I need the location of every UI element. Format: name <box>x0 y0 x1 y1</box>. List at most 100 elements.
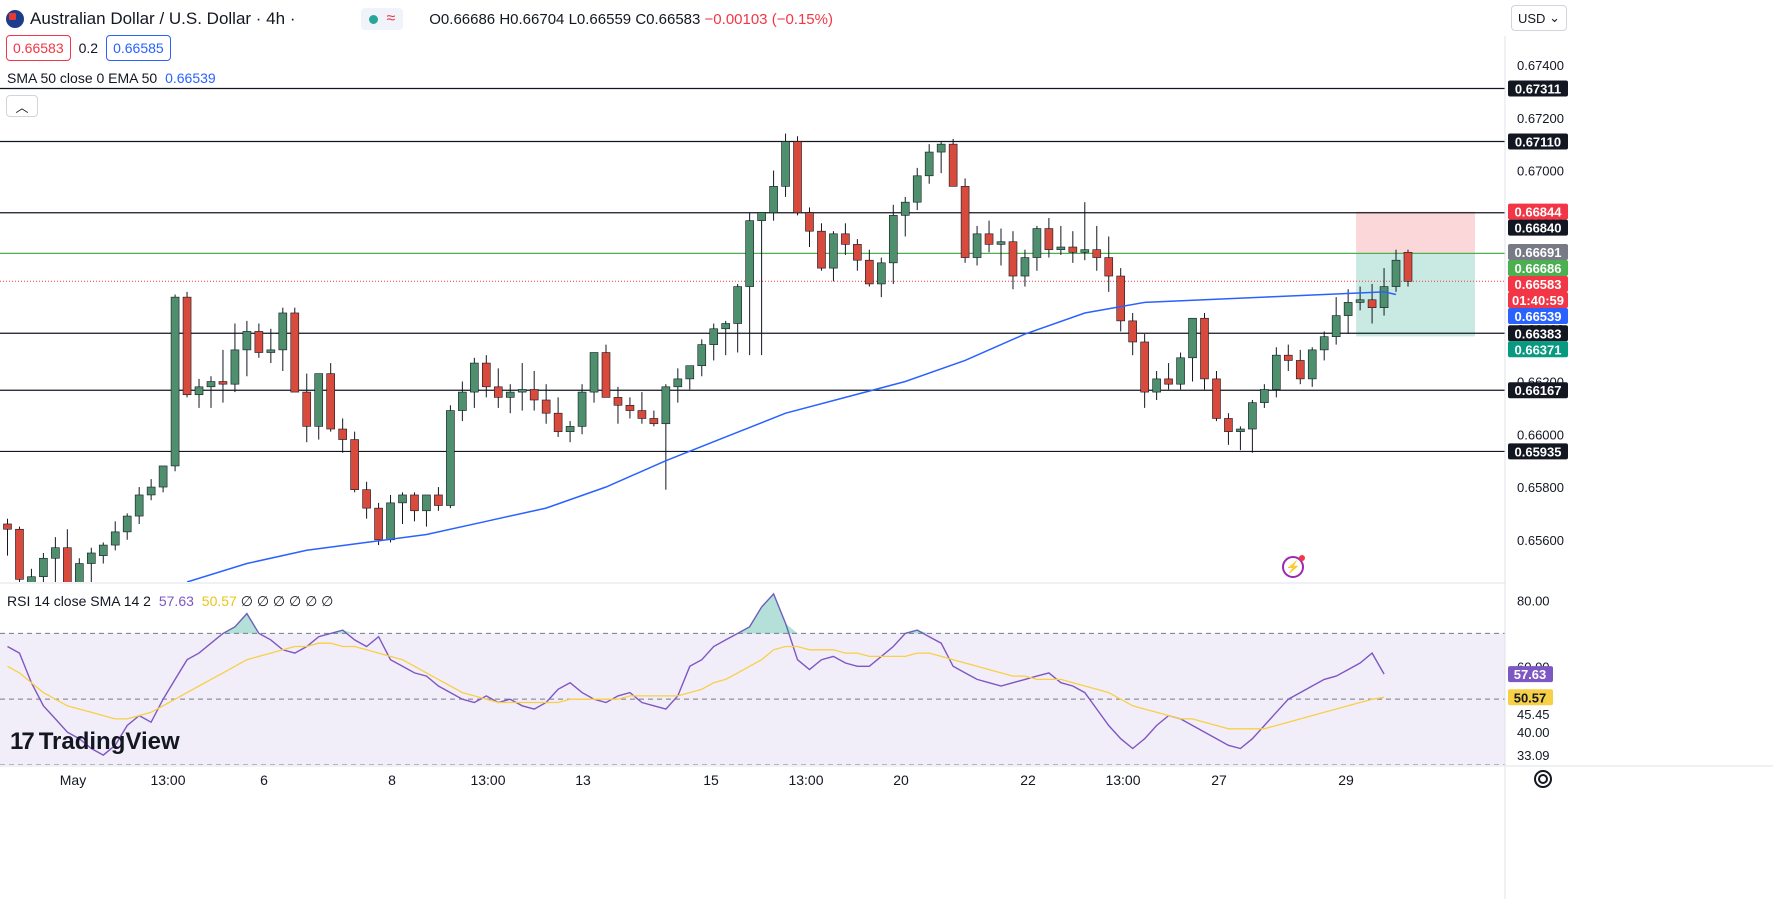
candle-up <box>565 426 575 432</box>
price-label-level: 0.67110 <box>1508 133 1568 150</box>
ohlc-change: −0.00103 (−0.15%) <box>704 10 833 28</box>
candle-up <box>398 494 407 504</box>
sell-button[interactable]: 0.66583 <box>6 35 71 61</box>
candle-up <box>517 389 527 393</box>
candle-up <box>110 531 120 546</box>
spread-value: 0.2 <box>78 40 99 56</box>
price-label-last: 0.66583 <box>1508 276 1568 293</box>
candle-up <box>470 362 479 393</box>
rsi-overbought-fill <box>761 593 774 634</box>
price-tick-label: 0.66000 <box>1517 427 1564 442</box>
candle-down <box>625 404 635 411</box>
symbol-header: Australian Dollar / U.S. Dollar · 4h · ≈… <box>6 6 833 32</box>
candle-down <box>326 373 335 430</box>
candle-down <box>529 389 539 401</box>
wave-icon: ≈ <box>386 10 396 27</box>
candle-down <box>853 244 862 261</box>
price-label-ma: 0.66539 <box>1508 308 1568 325</box>
price-label-bg <box>1508 341 1568 358</box>
candle-up <box>146 486 156 496</box>
candle-up <box>924 151 934 177</box>
candle-up <box>230 349 240 385</box>
price-tick-label: 0.65600 <box>1517 533 1564 548</box>
candle-up <box>757 212 766 221</box>
rsi-value-label: 50.57 <box>1508 689 1553 706</box>
price-label-level: 0.66167 <box>1508 382 1568 399</box>
candle-up <box>206 381 216 388</box>
time-axis-label: 13 <box>575 772 591 788</box>
candle-up <box>505 391 515 398</box>
collapse-legend-button[interactable]: ︿ <box>6 95 38 117</box>
candle-up <box>1152 378 1161 393</box>
candle-down <box>302 391 312 427</box>
candle-up <box>1020 257 1030 277</box>
rsi-overbought-fill <box>342 630 355 634</box>
candle-down <box>1224 418 1233 432</box>
rsi-legend-label: RSI 14 close SMA 14 2 <box>7 593 151 609</box>
candle-up <box>446 410 455 506</box>
price-label-level: 0.65935 <box>1508 443 1568 460</box>
rsi-value-label: 57.63 <box>1508 666 1553 683</box>
price-tick-label: 0.67400 <box>1517 58 1564 73</box>
rsi-overbought-fill <box>246 613 259 634</box>
price-label-bg <box>1508 260 1568 277</box>
rsi-overbought-fill <box>749 607 762 634</box>
market-status[interactable]: ≈ <box>361 8 404 30</box>
candle-down <box>805 212 814 232</box>
candle-up <box>1391 259 1401 287</box>
candle-up <box>75 563 84 582</box>
candle-up <box>122 515 132 533</box>
price-label-countdown: 01:40:59 <box>1508 292 1568 309</box>
candle-up <box>1307 349 1317 380</box>
rsi-overbought-fill <box>917 630 930 634</box>
candle-up <box>314 373 324 427</box>
candle-down <box>1068 246 1078 253</box>
price-label-bg <box>1508 133 1568 150</box>
buy-button[interactable]: 0.66585 <box>106 35 171 61</box>
settings-icon[interactable] <box>1534 770 1552 788</box>
rsi-value-bg <box>1508 689 1553 706</box>
price-label-level: 0.66840 <box>1508 219 1568 236</box>
candle-up <box>673 378 683 388</box>
ma-legend[interactable]: SMA 50 close 0 EMA 50 0.66539 <box>7 70 216 86</box>
rsi-legend[interactable]: RSI 14 close SMA 14 2 57.63 50.57 ∅ ∅ ∅ … <box>7 593 333 610</box>
flash-icon[interactable]: ⚡ <box>1282 555 1305 578</box>
candle-up <box>1272 354 1281 390</box>
candle-up <box>721 323 731 330</box>
candle-down <box>1212 378 1221 419</box>
tradingview-logo[interactable]: 17 TradingView <box>10 728 180 756</box>
candle-down <box>1044 228 1054 250</box>
price-label-target: 0.66371 <box>1508 341 1568 358</box>
price-label-text: 0.66539 <box>1515 309 1562 324</box>
candle-up <box>589 352 599 393</box>
candle-up <box>158 465 168 488</box>
rsi-level-label: 33.09 <box>1517 748 1550 763</box>
candle-down <box>1140 341 1149 393</box>
candle-down <box>960 186 970 258</box>
symbol-title[interactable]: Australian Dollar / U.S. Dollar · 4h · <box>30 9 296 28</box>
candle-up <box>661 386 671 425</box>
price-label-text: 01:40:59 <box>1512 293 1564 308</box>
logo-text: TradingView <box>38 728 180 755</box>
price-label-text: 0.66583 <box>1515 277 1562 292</box>
rsi-overbought-fill <box>773 593 786 634</box>
price-pane <box>0 87 1505 582</box>
candle-down <box>15 528 24 580</box>
price-label-text: 0.66371 <box>1515 342 1562 357</box>
time-axis-label: 20 <box>893 772 909 788</box>
candle-up <box>829 233 838 269</box>
candle-down <box>3 523 12 530</box>
price-label-bg <box>1508 244 1568 261</box>
currency-selector[interactable]: USD ⌄ <box>1511 5 1567 31</box>
candle-down <box>637 410 647 419</box>
candle-up <box>1176 357 1185 385</box>
candle-up <box>98 544 108 556</box>
candle-down <box>1092 249 1102 258</box>
candle-up <box>458 391 467 411</box>
price-label-text: 0.66383 <box>1515 326 1562 341</box>
market-open-dot-icon <box>369 14 379 24</box>
rsi-tick-label: 40.00 <box>1517 725 1550 740</box>
time-axis-label: 8 <box>388 772 396 788</box>
rsi-overbought-fill <box>785 623 798 634</box>
